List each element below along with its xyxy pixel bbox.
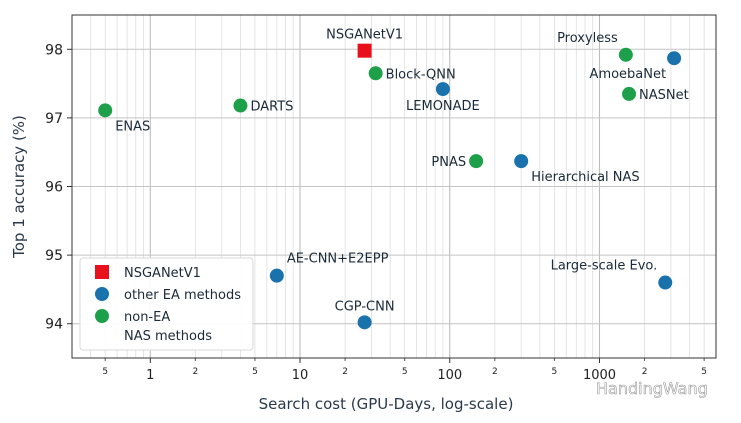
point-label: DARTS: [250, 100, 293, 115]
wechat-icon-bubble: [572, 382, 588, 396]
point-large-scale-evo-: [658, 275, 673, 290]
point-hierarchical-nas: [514, 154, 529, 169]
point-proxyless: [618, 47, 633, 62]
point-nasnet: [622, 86, 637, 101]
point-label: Block-QNN: [386, 67, 456, 82]
point-label: PNAS: [431, 155, 466, 170]
x-minor-tick-label: 2: [342, 367, 348, 377]
point-enas: [98, 103, 113, 118]
legend-marker: [95, 309, 109, 323]
x-minor-tick-label: 5: [252, 367, 258, 377]
y-axis-label: Top 1 accuracy (%): [10, 115, 28, 259]
x-minor-tick-label: 5: [102, 367, 108, 377]
x-axis-label: Search cost (GPU-Days, log-scale): [259, 395, 514, 413]
x-minor-tick-label: 5: [402, 367, 408, 377]
gridlines: [71, 15, 717, 358]
x-minor-tick-label: 2: [642, 367, 648, 377]
y-tick-label: 94: [45, 317, 63, 333]
x-tick-label: 100: [437, 368, 462, 383]
legend-marker: [95, 265, 109, 279]
point-cgp-cnn: [357, 315, 372, 330]
point-block-qnn: [368, 66, 383, 81]
point-label: CGP-CNN: [335, 299, 395, 314]
point-s1-1: [667, 51, 682, 66]
x-tick-label: 1000: [583, 368, 616, 383]
point-label: NASNet: [639, 88, 689, 103]
y-tick-label: 95: [45, 248, 63, 264]
legend-box: [79, 257, 254, 351]
legend-label: other EA methods: [124, 288, 241, 303]
plot-frame: [71, 14, 717, 359]
point-nsganetv1: [357, 43, 372, 58]
y-tick-label: 96: [45, 180, 63, 196]
legend-label: non-EA NAS methods: [124, 310, 212, 344]
x-minor-tick-label: 2: [192, 367, 198, 377]
point-label: NSGANetV1: [326, 28, 403, 43]
legend-label: NSGANetV1: [124, 266, 201, 281]
point-pnas: [469, 154, 484, 169]
x-minor-tick-label: 5: [552, 367, 558, 377]
point-label: LEMONADE: [406, 99, 480, 114]
point-label: Large-scale Evo.: [551, 259, 658, 274]
watermark: HandingWang: [559, 374, 708, 398]
x-minor-tick-label: 2: [492, 367, 498, 377]
y-tick-label: 97: [45, 111, 63, 127]
watermark-text: HandingWang: [596, 379, 708, 398]
point-ae-cnn-e2epp: [269, 268, 284, 283]
point-label: ENAS: [115, 119, 150, 134]
point-label: Hierarchical NAS: [531, 170, 639, 185]
y-axis-ticks: 94 95 96 97 98: [45, 42, 72, 333]
x-tick-label: 10: [292, 368, 309, 383]
point-label: AE-CNN+E2EPP: [287, 252, 389, 267]
x-minor-tick-label: 5: [701, 367, 707, 377]
data-points: [98, 43, 682, 330]
point-darts: [233, 98, 248, 113]
point-lemonade: [435, 82, 450, 97]
legend-marker: [95, 287, 109, 301]
x-axis-ticks: 1 10 100 1000 5 2 5 2 5 2 5 2 5: [102, 358, 707, 383]
point-labels: NSGANetV1 LEMONADE AmoebaNet Hierarchical N…: [115, 28, 689, 315]
point-label: Proxyless: [557, 31, 618, 46]
legend: NSGANetV1 other EA methods non-EA NAS metho…: [79, 257, 254, 351]
x-tick-label: 1: [146, 368, 154, 383]
point-label: AmoebaNet: [590, 67, 667, 82]
y-tick-label: 98: [45, 42, 63, 58]
